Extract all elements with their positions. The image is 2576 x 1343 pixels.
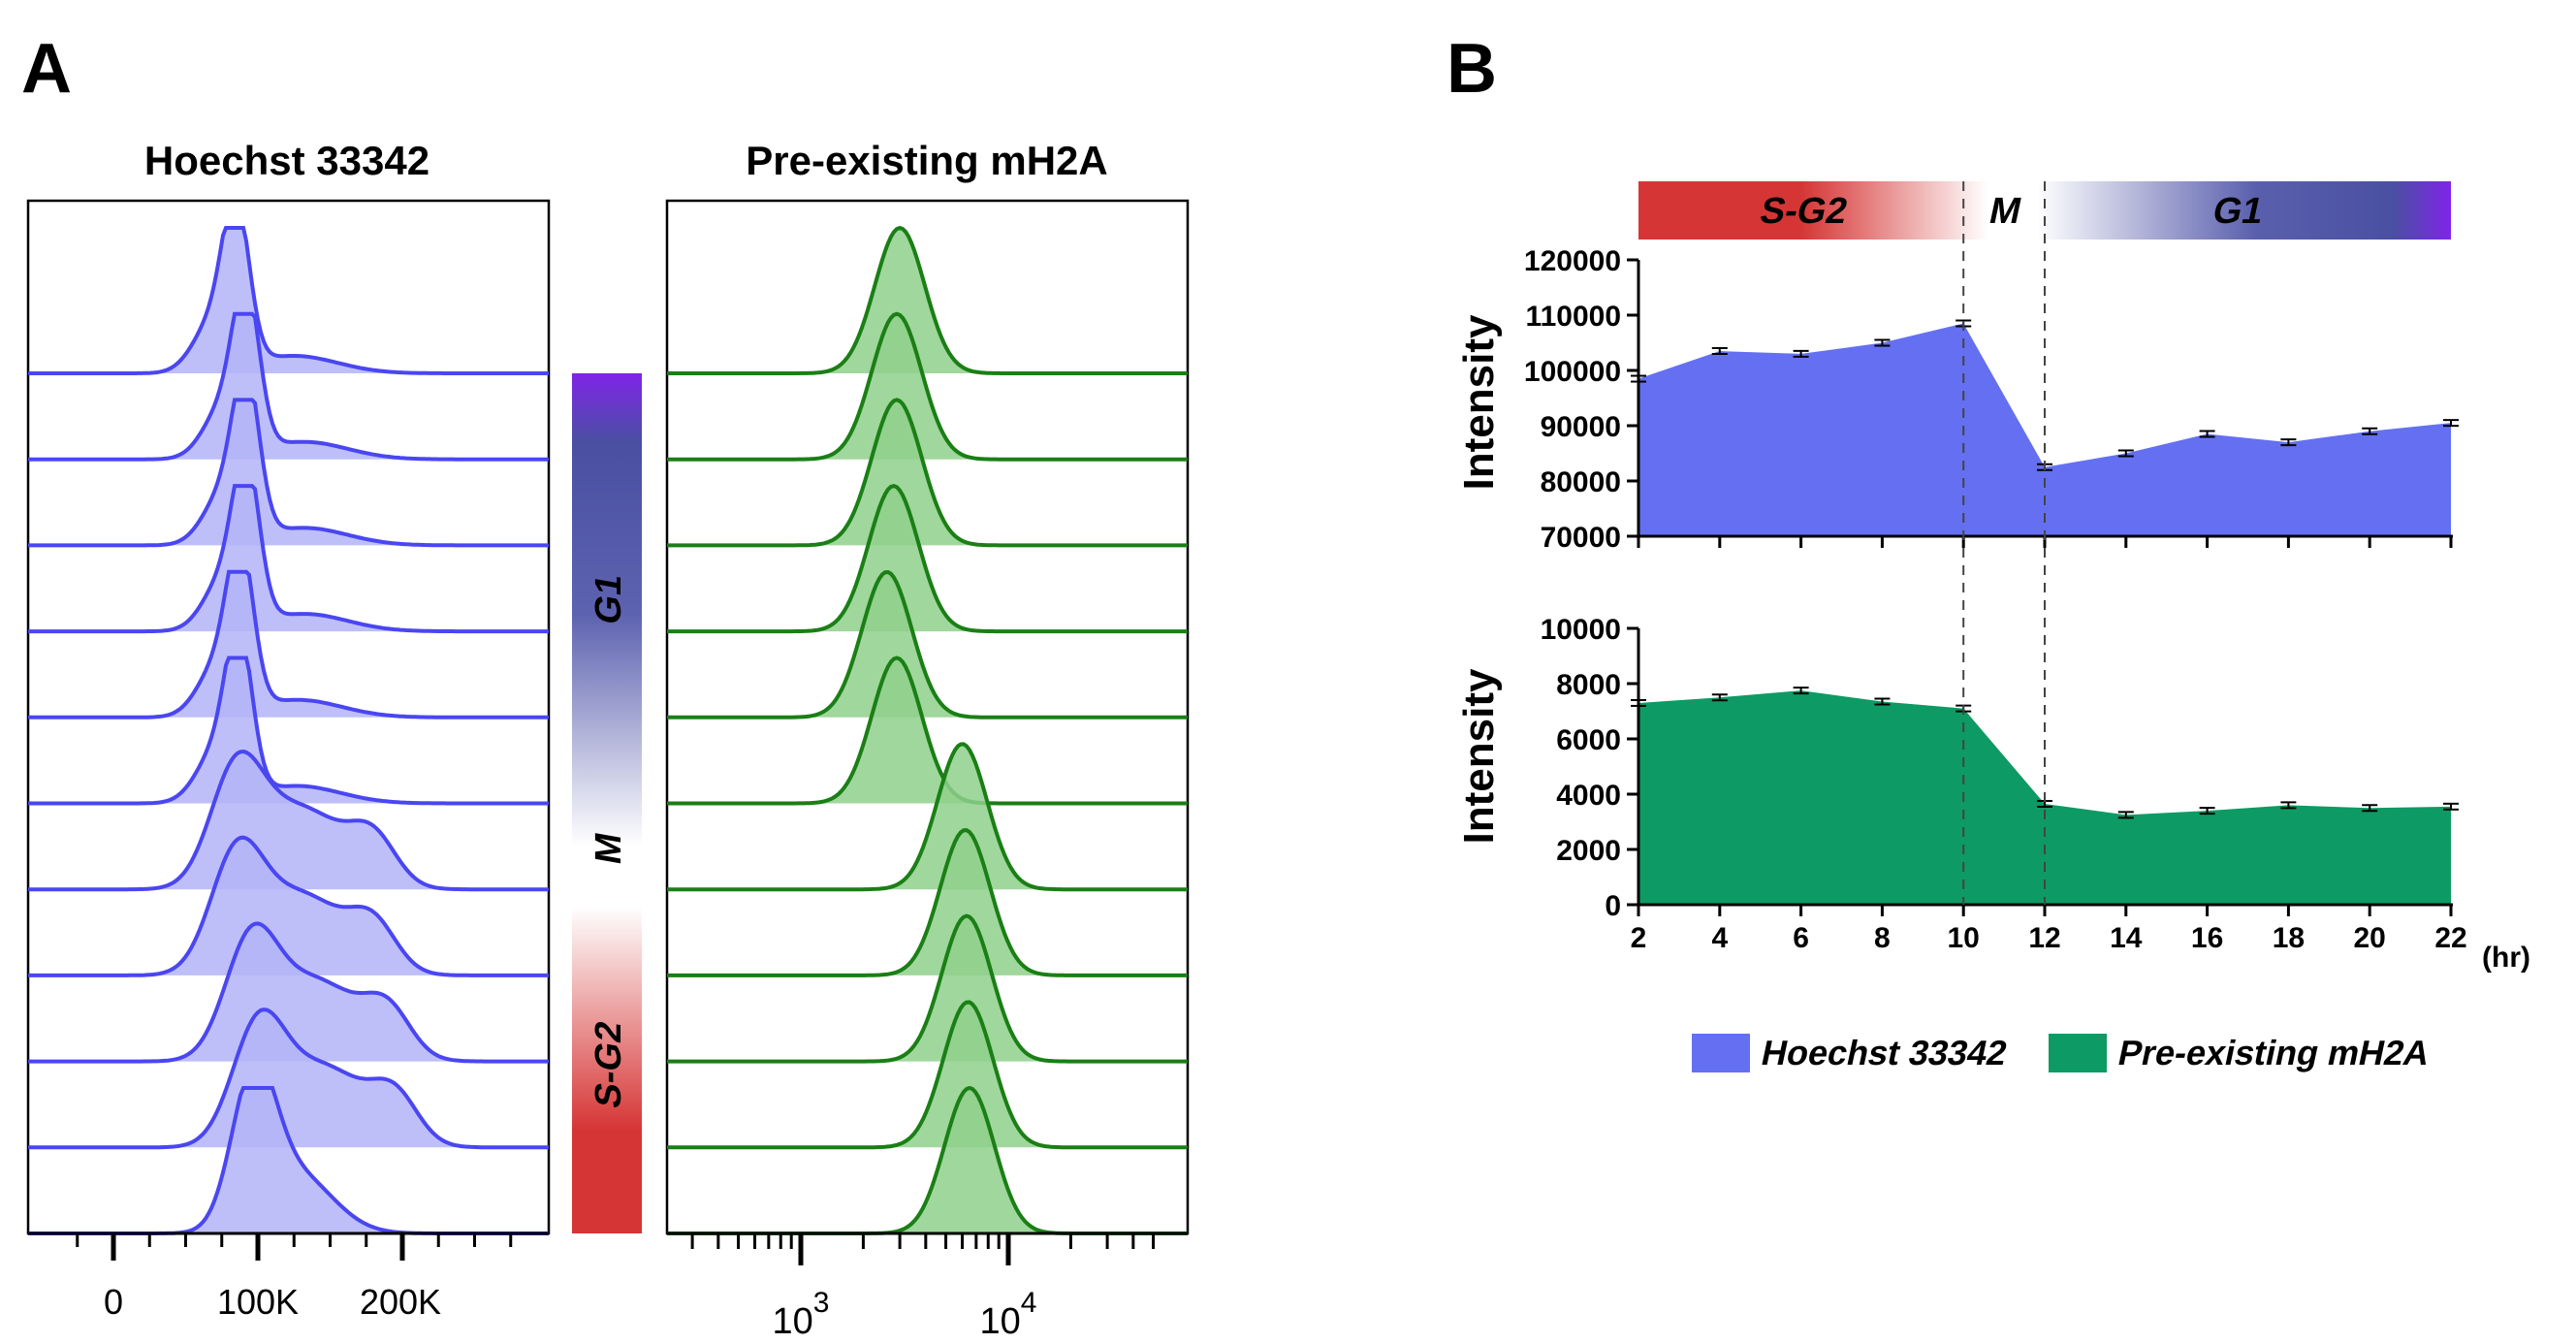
y-tick-label: 100000: [1524, 356, 1621, 388]
mh2a-histogram-fill: [667, 572, 1188, 718]
mh2a-histogram-fill: [667, 1088, 1188, 1233]
hoechst-histogram-fill: [28, 571, 549, 718]
hoechst-histogram-line: [28, 656, 549, 806]
mh2a-histogram-line: [667, 569, 1188, 719]
hoechst-histogram-fill: [28, 228, 549, 373]
y-tick-label: 8000: [1556, 669, 1621, 701]
hoechst-title: Hoechst 33342: [144, 138, 429, 183]
mh2a-histogram-line: [667, 828, 1188, 977]
phase-label-s-g2-top: S-G2: [1757, 190, 1852, 232]
x-tick-label: 14: [2110, 922, 2143, 954]
y-tick-label: 6000: [1556, 724, 1621, 756]
mh2a-histogram-fill: [667, 657, 1188, 804]
y-tick-label: 120000: [1524, 245, 1621, 277]
phase-boundary-lines: [1962, 181, 2046, 905]
hoechst-histogram-line: [28, 226, 549, 375]
x-tick-label: 18: [2273, 922, 2305, 954]
phase-label-g1: G1: [588, 571, 629, 627]
mh2a-histogram-fill: [667, 744, 1188, 890]
hoechst-histogram-line: [28, 398, 549, 548]
hoechst-histogram-fill: [28, 923, 549, 1062]
legend-swatch-mh2a: [2049, 1034, 2107, 1072]
mh2a-histogram-line: [667, 225, 1188, 375]
mh2a-histogram-line: [667, 1000, 1188, 1150]
legend: Hoechst 33342 Pre-existing mH2A: [1692, 1033, 2433, 1072]
hoechst-histogram-line: [28, 921, 549, 1064]
x-tick-label: 4: [1711, 922, 1728, 954]
mh2a-tick-label-1e3: 103: [773, 1287, 830, 1342]
hoechst-histogram-line: [28, 484, 549, 634]
mh2a-intensity-chart: Intensity (hr) 0 2000 4000 6000 8000 10000 2 4 6…: [1455, 614, 2530, 974]
mh2a-histogram-fill: [667, 1002, 1188, 1148]
y-tick-label: 2000: [1556, 835, 1621, 867]
mh2a-histogram-line: [667, 913, 1188, 1064]
y-tick-label: 4000: [1556, 780, 1621, 812]
x-tick-label: 16: [2191, 922, 2223, 954]
y-tick-label: 10000: [1541, 614, 1621, 646]
phase-label-m: M: [588, 829, 629, 867]
mh2a-histogram-fill: [667, 915, 1188, 1062]
legend-label-hoechst: Hoechst 33342: [1758, 1033, 2011, 1072]
mh2a-title: Pre-existing mH2A: [746, 138, 1107, 183]
mh2a-histogram-line: [667, 398, 1188, 548]
mh2a-histogram-fill: [667, 400, 1188, 546]
mh2a-tick-label-1e4: 104: [980, 1287, 1037, 1342]
legend-swatch-hoechst: [1692, 1034, 1750, 1072]
x-tick-label: 10: [1948, 922, 1980, 954]
hoechst-histogram-fill: [28, 1088, 549, 1233]
panel-a-label: A: [21, 30, 72, 108]
x-tick-label: 8: [1874, 922, 1891, 954]
hoechst-histogram-line: [28, 1007, 549, 1150]
mh2a-histogram-line: [667, 656, 1188, 806]
mh2a-x-axis: 103 104: [667, 1231, 1188, 1342]
x-tick-label: 22: [2434, 922, 2466, 954]
hoechst-tick-label-0: 0: [104, 1282, 123, 1322]
phase-label-s-g2: S-G2: [588, 1018, 629, 1111]
top-y-axis-title: Intensity: [1455, 314, 1503, 490]
x-tick-label: 2: [1631, 922, 1647, 954]
hoechst-histogram-fill: [28, 1009, 549, 1148]
area-fill: [1638, 323, 2451, 536]
phase-label-g1-top: G1: [2210, 190, 2268, 232]
y-tick-label: 110000: [1526, 301, 1621, 333]
hoechst-histogram-fill: [28, 486, 549, 632]
vertical-phase-bar: [572, 373, 642, 1233]
y-tick-label: 90000: [1541, 411, 1621, 443]
hoechst-histogram-fill: [28, 657, 549, 804]
mh2a-histogram-line: [667, 742, 1188, 892]
hoechst-histogram-fill: [28, 313, 549, 460]
hoechst-histogram-line: [28, 569, 549, 719]
mh2a-histogram-fill: [667, 486, 1188, 632]
mh2a-histogram-traces: [667, 225, 1188, 1235]
hoechst-x-axis: 0 100K 200K: [28, 1231, 549, 1322]
x-tick-label: 6: [1793, 922, 1809, 954]
y-tick-label: 80000: [1541, 466, 1621, 498]
hoechst-tick-label-100k: 100K: [217, 1282, 299, 1322]
mh2a-histogram-line: [667, 311, 1188, 462]
bottom-y-axis-title: Intensity: [1455, 668, 1503, 844]
y-tick-label: 70000: [1541, 522, 1621, 554]
hoechst-histogram-line: [28, 311, 549, 462]
x-tick-label: 12: [2028, 922, 2060, 954]
hoechst-histogram-fill: [28, 751, 549, 890]
mh2a-histogram-line: [667, 483, 1188, 634]
panel-b-label: B: [1447, 30, 1497, 108]
hoechst-histogram-traces: [28, 226, 549, 1235]
hoechst-histogram-line: [28, 749, 549, 892]
hoechst-histogram-fill: [28, 837, 549, 975]
mh2a-histogram-fill: [667, 313, 1188, 460]
hoechst-tick-label-200k: 200K: [360, 1282, 441, 1322]
mh2a-histogram-fill: [667, 830, 1188, 975]
legend-label-mh2a: Pre-existing mH2A: [2115, 1033, 2433, 1072]
x-tick-label: 20: [2354, 922, 2386, 954]
x-axis-unit: (hr): [2482, 942, 2530, 974]
y-tick-label: 0: [1605, 890, 1621, 922]
hoechst-histogram-line: [28, 835, 549, 977]
area-fill: [1638, 690, 2451, 905]
hoechst-intensity-chart: Intensity 70000 80000 90000 100000 110000 120…: [1455, 245, 2459, 554]
hoechst-histogram-fill: [28, 400, 549, 546]
